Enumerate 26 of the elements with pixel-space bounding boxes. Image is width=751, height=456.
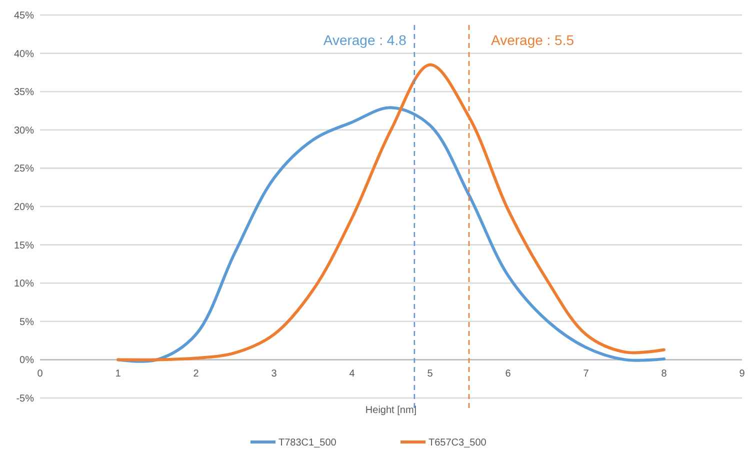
x-tick-label: 6: [505, 368, 512, 380]
ref-line-label: Average : 4.8: [323, 32, 407, 48]
x-tick-label: 9: [739, 368, 746, 380]
ref-line-label: Average : 5.5: [491, 32, 574, 48]
y-tick-label: -5%: [16, 394, 34, 404]
x-tick-label: 7: [583, 368, 590, 380]
x-tick-label: 8: [661, 368, 668, 380]
y-tick-label: 35%: [14, 87, 34, 98]
y-tick-label: 5%: [20, 316, 34, 328]
y-tick-label: 15%: [14, 240, 34, 252]
y-tick-label: 0%: [20, 355, 34, 366]
y-tick-label: 25%: [14, 164, 34, 175]
y-tick-label: 30%: [14, 125, 34, 136]
y-tick-label: 20%: [14, 202, 34, 213]
x-tick-label: 4: [349, 368, 356, 380]
legend-label: T657C3_500: [428, 438, 487, 448]
y-tick-label: 10%: [14, 278, 34, 290]
y-tick-label: 40%: [14, 48, 34, 60]
y-tick-label: 45%: [14, 10, 34, 22]
x-tick-label: 1: [115, 368, 122, 380]
x-tick-label: 3: [271, 368, 278, 380]
x-axis-title: Height [nm]: [365, 405, 417, 416]
legend-label: T783C1_500: [278, 438, 337, 448]
x-tick-label: 2: [193, 368, 200, 380]
x-tick-label: 5: [427, 368, 434, 380]
x-tick-label: 0: [37, 368, 44, 380]
